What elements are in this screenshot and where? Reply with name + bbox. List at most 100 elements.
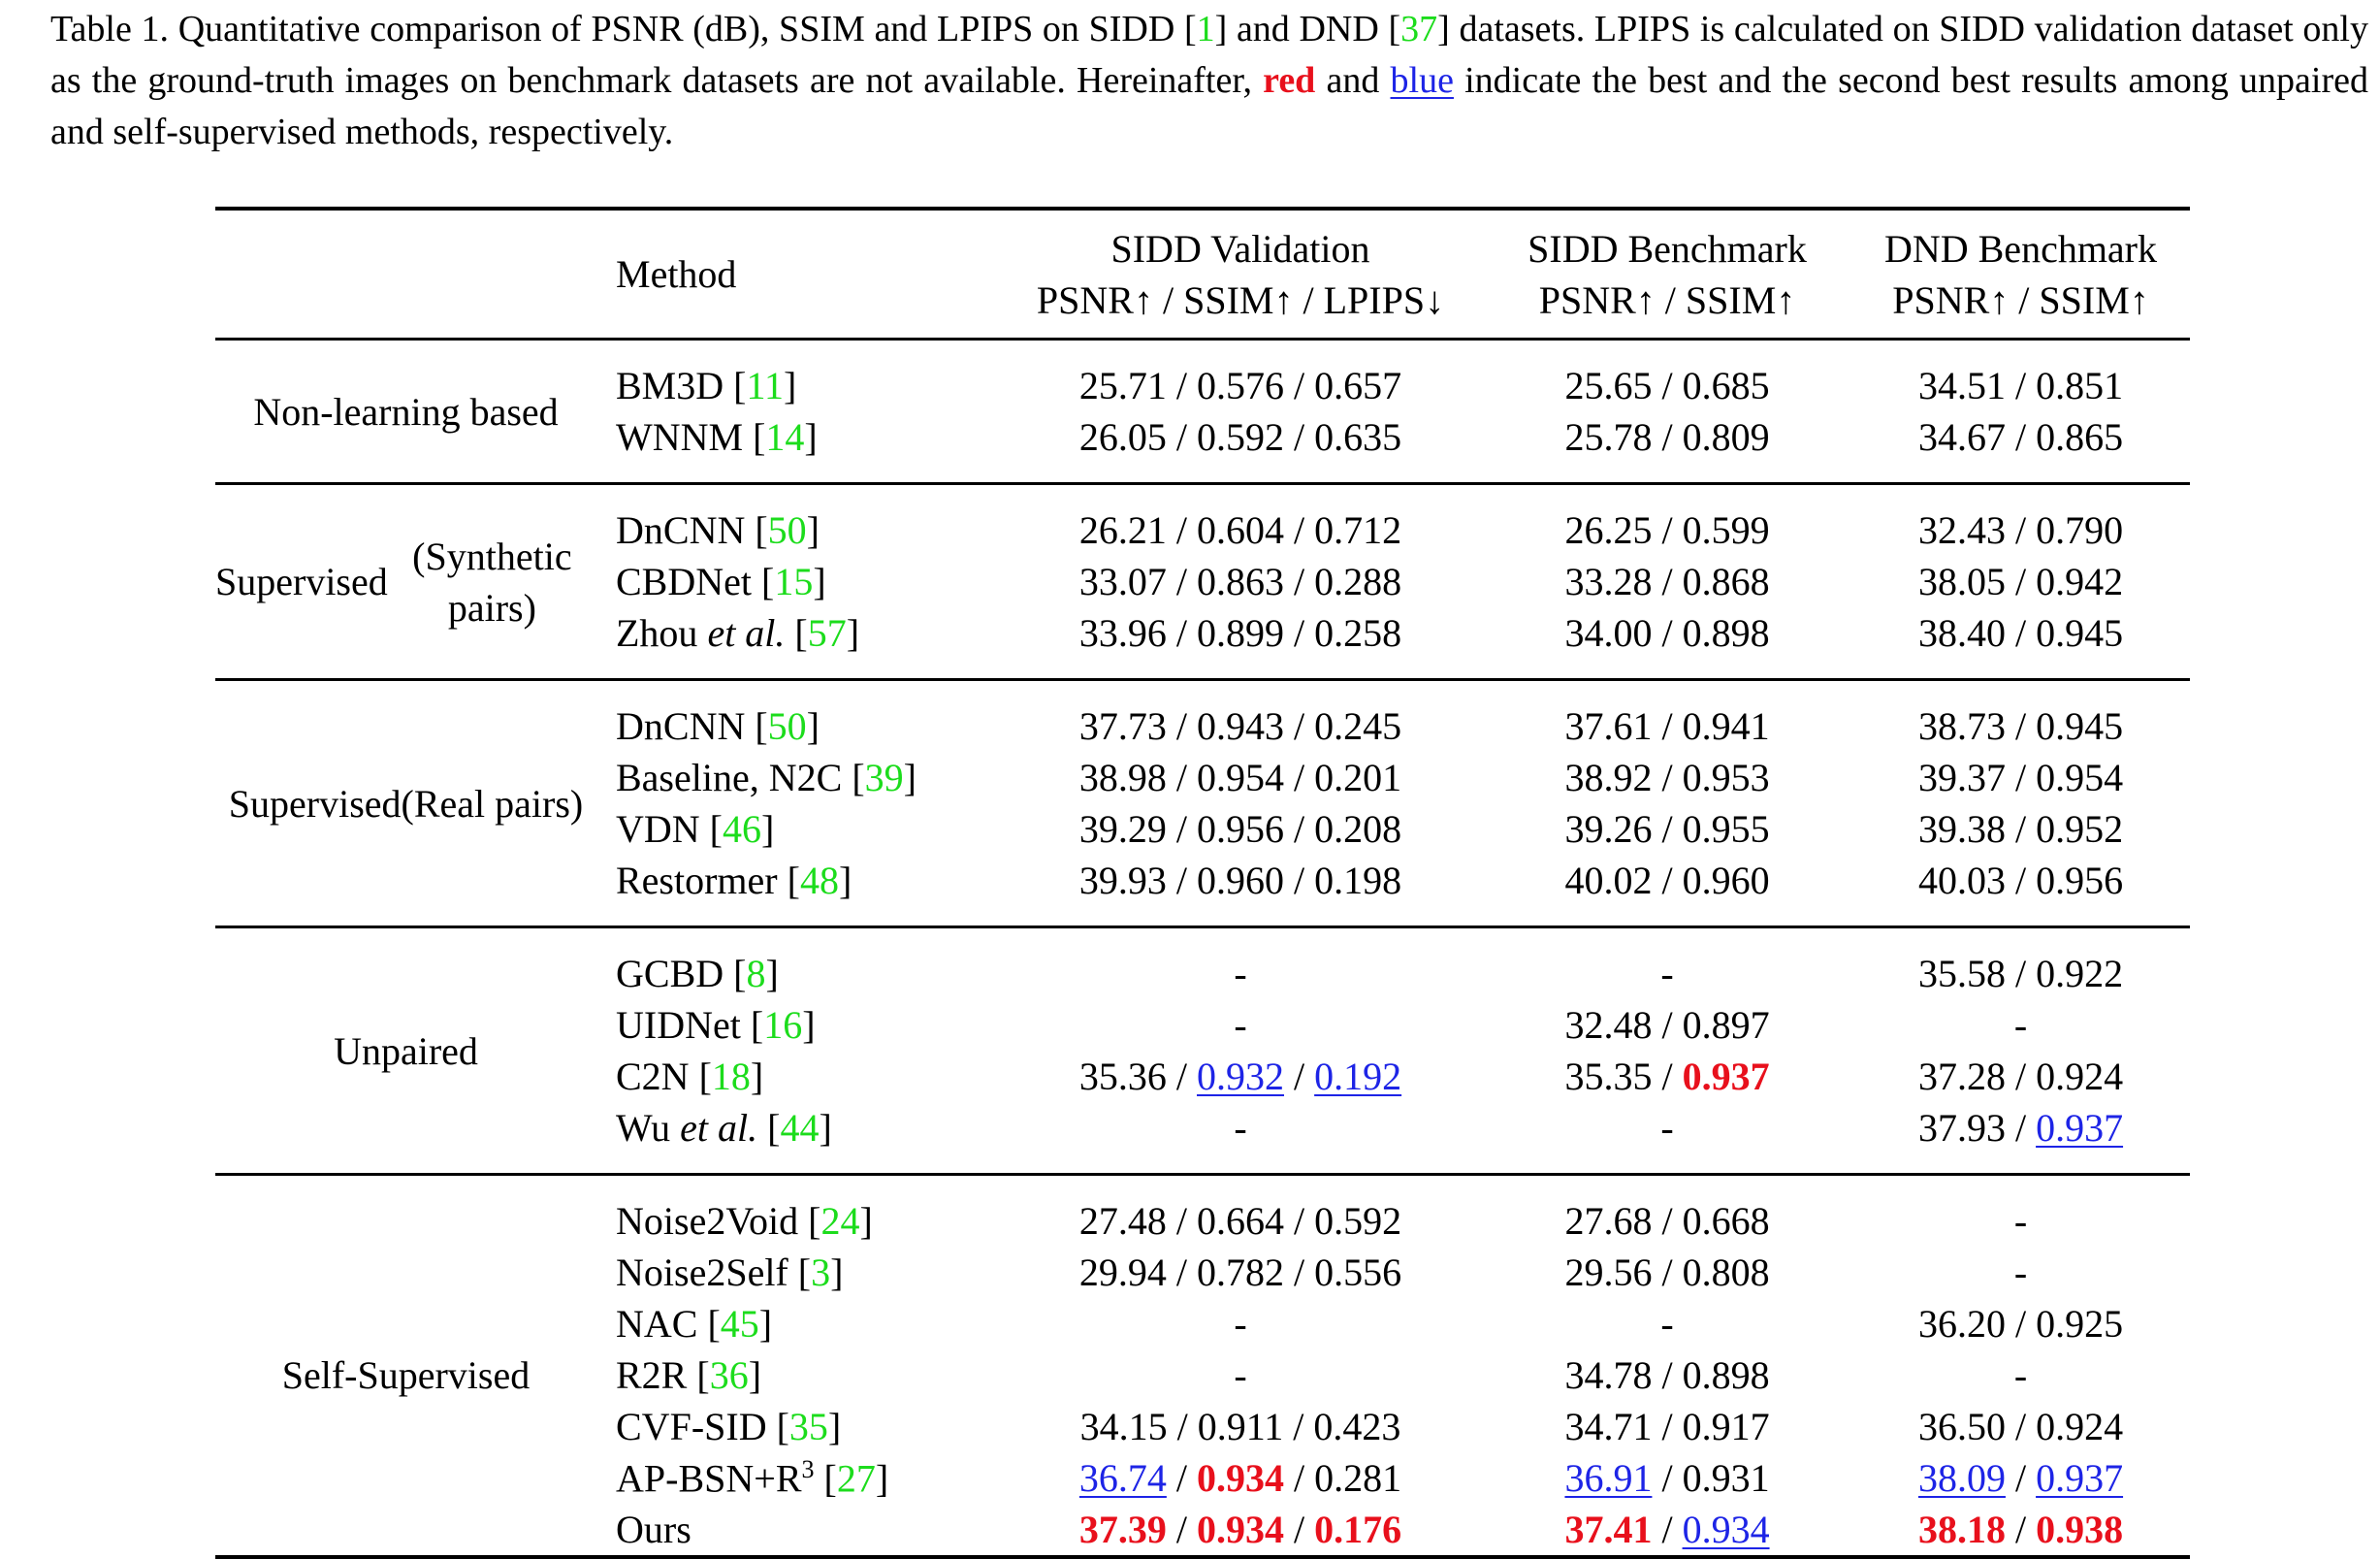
- citation-link[interactable]: 15: [774, 560, 814, 603]
- metric-value: 0.942: [2036, 560, 2124, 603]
- group-rows: Noise2Void [24] 27.48 / 0.664 / 0.592 27.6…: [596, 1195, 2190, 1555]
- method-label: BM3D: [616, 364, 724, 407]
- method-label: C2N: [616, 1055, 690, 1098]
- method-label: Wu: [616, 1106, 671, 1150]
- metric-value: 25.71: [1078, 364, 1167, 407]
- metric-value: 0.790: [2036, 508, 2124, 552]
- citation-link[interactable]: 44: [780, 1106, 820, 1150]
- citation-link[interactable]: 18: [711, 1055, 751, 1098]
- group-label: Supervised (Real pairs): [215, 700, 596, 906]
- metric-value: -: [1660, 1302, 1674, 1346]
- citation-link[interactable]: 16: [763, 1003, 803, 1047]
- dnd-benchmark-cell: 38.18 / 0.938: [1917, 1508, 2124, 1551]
- method-label: Ours: [616, 1508, 691, 1551]
- table-row: NAC [45] - - 36.20 / 0.925: [596, 1298, 2190, 1349]
- method-label: UIDNet: [616, 1003, 741, 1047]
- group-label-line: Self-Supervised: [281, 1353, 531, 1397]
- metric-value: 0.938: [2036, 1508, 2124, 1551]
- results-table: Method SIDD Validation PSNR↑ / SSIM↑ / L…: [215, 207, 2190, 1559]
- metric-value: 0.851: [2036, 364, 2124, 407]
- sidd-benchmark-cell: 33.28 / 0.868: [1564, 560, 1770, 603]
- metric-value: -: [1234, 1106, 1247, 1150]
- sidd-validation-cell: 26.05 / 0.592 / 0.635: [1078, 415, 1402, 459]
- metric-value: 0.952: [2036, 807, 2124, 851]
- dnd-benchmark-cell: -: [1851, 1198, 2190, 1244]
- sidd-benchmark-cell: -: [1483, 1301, 1851, 1347]
- group-rows: BM3D [11] 25.71 / 0.576 / 0.657 25.65 / 0.…: [596, 360, 2190, 463]
- group-label-line: Supervised: [215, 560, 388, 603]
- method-label: GCBD: [616, 952, 724, 995]
- metric-value: -: [2013, 1250, 2028, 1294]
- citation-link[interactable]: 1: [1196, 9, 1215, 49]
- citation-link[interactable]: 37: [1400, 9, 1438, 49]
- metric-value: 26.25: [1564, 508, 1653, 552]
- group-label-line: (Synthetic pairs): [412, 534, 572, 630]
- table-row: CBDNet [15] 33.07 / 0.863 / 0.288 33.28 / …: [596, 556, 2190, 607]
- metric-value: 0.664: [1197, 1199, 1284, 1243]
- metric-value: -: [1234, 1302, 1247, 1346]
- metric-value: 0.955: [1682, 807, 1770, 851]
- citation-link[interactable]: 8: [746, 952, 766, 995]
- citation-link[interactable]: 24: [820, 1199, 860, 1243]
- metric-value: 0.176: [1314, 1508, 1402, 1551]
- metric-value: 37.28: [1917, 1055, 2006, 1098]
- metric-value: 32.43: [1917, 508, 2006, 552]
- metric-value: 36.20: [1917, 1302, 2006, 1346]
- sidd-validation-cell: 25.71 / 0.576 / 0.657: [1078, 364, 1402, 407]
- metric-value: 35.35: [1564, 1055, 1653, 1098]
- group-rows: DnCNN [50] 37.73 / 0.943 / 0.245 37.61 / 0…: [596, 700, 2190, 906]
- sidd-benchmark-cell: 36.91 / 0.931: [1564, 1456, 1770, 1500]
- sidd-validation-cell: 26.21 / 0.604 / 0.712: [1078, 508, 1402, 552]
- method-name: GCBD [8]: [616, 952, 779, 995]
- method-name: BM3D [11]: [616, 364, 797, 407]
- dnd-benchmark-cell: 38.09 / 0.937: [1917, 1456, 2124, 1500]
- citation-link[interactable]: 57: [807, 611, 847, 655]
- dnd-benchmark-cell: 38.73 / 0.945: [1917, 704, 2124, 748]
- table-row: Noise2Self [3] 29.94 / 0.782 / 0.556 29.56…: [596, 1247, 2190, 1298]
- dnd-benchmark-cell: -: [1851, 1002, 2190, 1048]
- metric-value: 0.868: [1682, 560, 1770, 603]
- method-name: Noise2Void [24]: [616, 1199, 873, 1243]
- metric-value: 0.808: [1682, 1250, 1770, 1294]
- metric-value: 35.58: [1917, 952, 2006, 995]
- method-name: DnCNN [50]: [616, 508, 820, 552]
- citation-link[interactable]: 3: [811, 1250, 831, 1294]
- metric-value: 0.599: [1682, 508, 1770, 552]
- caption-text: Table 1. Quantitative comparison of PSNR…: [50, 9, 1197, 49]
- sidd-validation-cell: -: [998, 1002, 1483, 1048]
- citation-link[interactable]: 14: [765, 415, 805, 459]
- sidd-validation-cell: 29.94 / 0.782 / 0.556: [1078, 1250, 1402, 1294]
- metric-value: 35.36: [1078, 1055, 1167, 1098]
- citation-link[interactable]: 50: [767, 704, 807, 748]
- metric-value: -: [1234, 1003, 1247, 1047]
- citation-link[interactable]: 48: [799, 859, 839, 902]
- metric-value: 36.50: [1917, 1405, 2006, 1448]
- header-col3-metrics: PSNR↑ / SSIM↑: [1892, 277, 2149, 322]
- legend-red-word: red: [1263, 60, 1316, 101]
- method-name: CBDNet [15]: [616, 560, 826, 603]
- metric-value: 0.898: [1682, 611, 1770, 655]
- citation-link[interactable]: 36: [709, 1353, 749, 1397]
- citation-link[interactable]: 11: [746, 364, 784, 407]
- metric-value: 38.92: [1564, 756, 1653, 799]
- metric-value: 38.05: [1917, 560, 2006, 603]
- sidd-benchmark-cell: 29.56 / 0.808: [1564, 1250, 1770, 1294]
- table-row: BM3D [11] 25.71 / 0.576 / 0.657 25.65 / 0.…: [596, 360, 2190, 411]
- method-label: CVF-SID: [616, 1405, 767, 1448]
- sidd-benchmark-cell: 25.78 / 0.809: [1564, 415, 1770, 459]
- header-col2-title: SIDD Benchmark: [1528, 226, 1807, 271]
- metric-value: 0.932: [1197, 1055, 1284, 1098]
- citation-link[interactable]: 45: [720, 1302, 759, 1346]
- citation-link[interactable]: 27: [836, 1456, 876, 1501]
- group-label: Unpaired: [215, 948, 596, 1153]
- metric-value: 34.15: [1079, 1405, 1168, 1448]
- group-rows: GCBD [8] - -35.58 / 0.922 UIDNet [16] -32.48…: [596, 948, 2190, 1153]
- citation-link[interactable]: 46: [723, 807, 761, 851]
- sidd-benchmark-cell: 27.68 / 0.668: [1564, 1199, 1770, 1243]
- table-row: VDN [46] 39.29 / 0.956 / 0.208 39.26 / 0.9…: [596, 803, 2190, 855]
- dnd-benchmark-cell: 38.05 / 0.942: [1917, 560, 2124, 603]
- header-group-spacer: [215, 211, 596, 338]
- citation-link[interactable]: 35: [788, 1405, 828, 1448]
- citation-link[interactable]: 50: [767, 508, 807, 552]
- citation-link[interactable]: 39: [864, 756, 904, 799]
